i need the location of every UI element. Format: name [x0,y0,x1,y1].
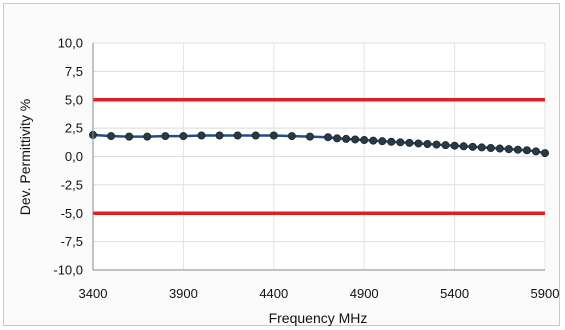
data-point [459,142,468,151]
data-point [486,143,495,152]
y-tick-label: -7,5 [61,234,83,249]
data-point [378,137,387,146]
data-point [414,139,423,148]
data-point [531,147,540,156]
tick-labels: 10,0 7,5 5,0 2,5 0,0 -2,5 -5,0 -7,5 -10,0 3400 390… [53,36,559,302]
data-point [251,131,260,140]
data-point [161,132,170,141]
data-point [432,140,441,149]
x-tick-label: 4400 [259,286,288,301]
data-point [342,134,351,143]
data-point [441,141,450,150]
data-point [107,132,116,141]
y-tick-label: 0,0 [65,149,83,164]
y-tick-label: 10,0 [58,36,83,51]
data-point [477,143,486,152]
x-axis-title: Frequency MHz [269,310,368,326]
data-point [405,138,414,147]
data-point [360,136,369,145]
y-tick-label: 2,5 [65,121,83,136]
data-point [513,145,522,154]
data-point [541,149,550,158]
data-point [179,132,188,141]
data-point [333,134,342,143]
data-point [233,131,242,140]
data-point [396,138,405,147]
gridlines [92,42,546,271]
data-point [351,135,360,144]
x-tick-label: 4900 [350,286,379,301]
data-point [423,140,432,149]
x-tick-label: 3900 [169,286,198,301]
x-tick-label: 5900 [531,286,560,301]
data-point [143,132,152,141]
data-point [369,136,378,145]
y-tick-label: 7,5 [65,64,83,79]
x-tick-label: 5400 [440,286,469,301]
y-axis-title: Dev. Permittivity % [17,99,33,215]
reference-lines [93,98,545,215]
data-point [387,137,396,146]
data-point [495,144,504,153]
data-point [197,131,206,140]
data-point [522,146,531,155]
data-point [269,131,278,140]
data-point [305,132,314,141]
data-point [287,132,296,141]
data-point [324,133,333,142]
y-tick-label: 5,0 [65,92,83,107]
x-tick-label: 3400 [79,286,108,301]
data-point [215,131,224,140]
axes [92,43,545,271]
series-layer [89,130,550,158]
data-point [125,132,134,141]
y-tick-label: -5,0 [61,206,83,221]
y-tick-label: -10,0 [53,263,83,278]
data-point [450,141,459,150]
data-point [468,142,477,151]
y-tick-label: -2,5 [61,177,83,192]
data-point [504,145,513,154]
